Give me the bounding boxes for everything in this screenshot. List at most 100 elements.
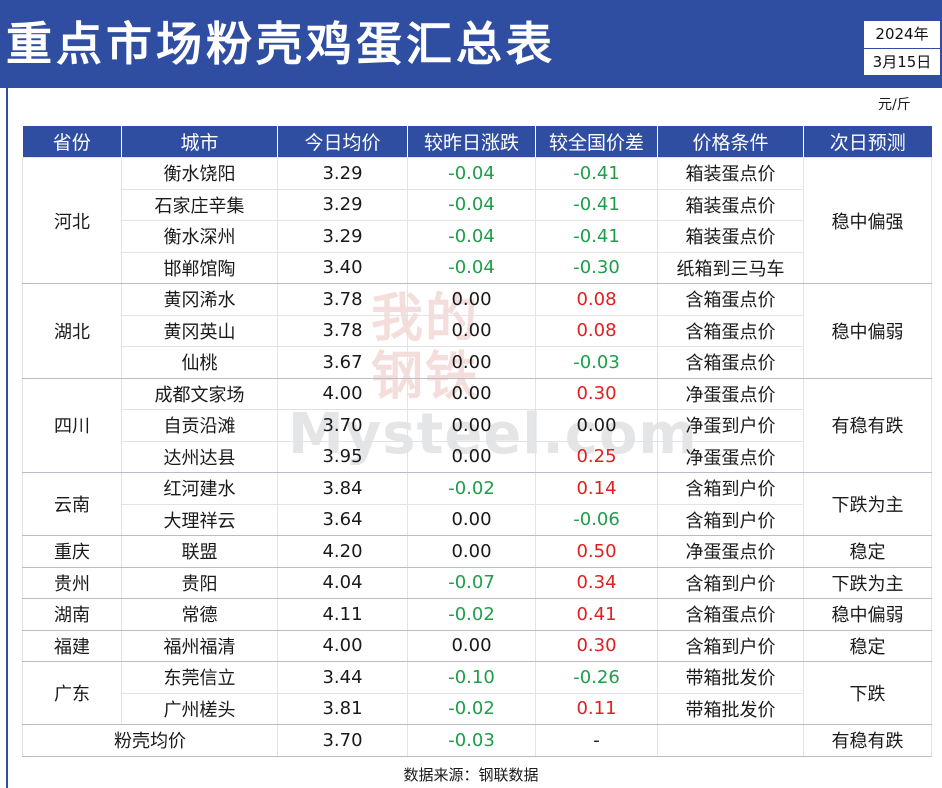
diff-cell: 0.11 — [535, 692, 658, 725]
forecast-cell: 下跌为主 — [803, 566, 932, 599]
city-cell: 达州达县 — [121, 440, 278, 473]
city-cell: 黄冈英山 — [121, 314, 278, 347]
average-label: 粉壳均价 — [22, 724, 278, 757]
title-banner: 重点市场粉壳鸡蛋汇总表 2024年 3月15日 — [0, 0, 942, 88]
date-year: 2024年 — [864, 21, 940, 49]
change-cell: 0.00 — [407, 346, 536, 379]
column-header-diff: 较全国价差 — [535, 126, 658, 158]
city-cell: 常德 — [121, 598, 278, 631]
province-cell: 福建 — [22, 629, 122, 662]
condition-cell: 含箱蛋点价 — [657, 346, 804, 379]
table-row: 石家庄辛集 3.29 -0.04 -0.41 箱装蛋点价 — [23, 188, 932, 221]
city-cell: 仙桃 — [121, 346, 278, 379]
table-row: 广东 东莞信立 3.44 -0.10 -0.26 带箱批发价 下跌 — [22, 661, 932, 725]
forecast-cell: 有稳有跌 — [803, 377, 932, 473]
diff-cell: 0.41 — [535, 598, 658, 631]
price-cell: 4.11 — [277, 598, 408, 631]
change-cell: 0.00 — [407, 377, 536, 410]
price-cell: 3.29 — [277, 220, 408, 253]
city-cell: 福州福清 — [121, 629, 278, 662]
unit-label: 元/斤 — [878, 97, 911, 113]
price-cell: 3.78 — [277, 283, 408, 316]
price-cell: 3.40 — [277, 251, 408, 284]
condition-cell: 纸箱到三马车 — [657, 251, 804, 284]
province-cell: 重庆 — [22, 535, 122, 568]
province-cell: 四川 — [22, 377, 122, 473]
table-row: 福建 福州福清 4.00 0.00 0.30 含箱到户价 稳定 — [22, 629, 932, 662]
change-cell: 0.00 — [407, 535, 536, 568]
change-cell: -0.02 — [407, 472, 536, 505]
province-cell: 湖南 — [22, 598, 122, 631]
price-cell: 4.00 — [277, 629, 408, 662]
price-cell: 3.95 — [277, 440, 408, 473]
condition-cell: 箱装蛋点价 — [657, 157, 804, 190]
price-cell: 3.44 — [277, 661, 408, 694]
diff-cell: -0.26 — [535, 661, 658, 694]
price-cell: 4.20 — [277, 535, 408, 568]
change-cell: -0.02 — [407, 692, 536, 725]
table-row: 四川 成都文家场 4.00 0.00 0.30 净蛋蛋点价 有稳有跌 — [22, 377, 932, 473]
city-cell: 联盟 — [121, 535, 278, 568]
change-cell: 0.00 — [407, 503, 536, 536]
city-cell: 黄冈浠水 — [121, 283, 278, 316]
condition-cell: 箱装蛋点价 — [657, 188, 804, 221]
condition-cell: 净蛋蛋点价 — [657, 377, 804, 410]
average-condition — [657, 724, 804, 757]
condition-cell: 净蛋蛋点价 — [657, 535, 804, 568]
change-cell: -0.10 — [407, 661, 536, 694]
table-header-row: 省份 城市 今日均价 较昨日涨跌 较全国价差 价格条件 次日预测 — [22, 126, 932, 158]
condition-cell: 带箱批发价 — [657, 661, 804, 694]
date-day: 3月15日 — [872, 53, 932, 71]
diff-cell: -0.03 — [535, 346, 658, 379]
column-header-condition: 价格条件 — [657, 126, 804, 158]
diff-cell: 0.25 — [535, 440, 658, 473]
price-cell: 3.29 — [277, 157, 408, 190]
table-row: 大理祥云 3.64 0.00 -0.06 含箱到户价 — [23, 503, 932, 536]
page-title: 重点市场粉壳鸡蛋汇总表 — [6, 17, 556, 71]
table-row: 云南 红河建水 3.84 -0.02 0.14 含箱到户价 下跌为主 — [22, 472, 932, 536]
change-cell: 0.00 — [407, 409, 536, 442]
table-row: 邯郸馆陶 3.40 -0.04 -0.30 纸箱到三马车 — [23, 251, 932, 284]
province-cell: 河北 — [22, 157, 122, 284]
column-header-forecast: 次日预测 — [803, 126, 932, 158]
condition-cell: 含箱到户价 — [657, 472, 804, 505]
forecast-cell: 稳中偏弱 — [803, 283, 932, 379]
forecast-cell: 稳定 — [803, 535, 932, 568]
table-row: 黄冈英山 3.78 0.00 0.08 含箱蛋点价 — [23, 314, 932, 347]
table-row: 重庆 联盟 4.20 0.00 0.50 净蛋蛋点价 稳定 — [22, 535, 932, 568]
city-cell: 衡水饶阳 — [121, 157, 278, 190]
change-cell: -0.04 — [407, 188, 536, 221]
table-row: 达州达县 3.95 0.00 0.25 净蛋蛋点价 — [23, 440, 932, 473]
diff-cell: 0.14 — [535, 472, 658, 505]
condition-cell: 净蛋到户价 — [657, 409, 804, 442]
province-cell: 湖北 — [22, 283, 122, 379]
average-forecast: 有稳有跌 — [803, 724, 932, 757]
column-header-province: 省份 — [22, 126, 122, 158]
forecast-cell: 稳定 — [803, 629, 932, 662]
city-cell: 红河建水 — [121, 472, 278, 505]
condition-cell: 净蛋蛋点价 — [657, 440, 804, 473]
condition-cell: 含箱到户价 — [657, 566, 804, 599]
city-cell: 邯郸馆陶 — [121, 251, 278, 284]
province-cell: 广东 — [22, 661, 122, 725]
change-cell: -0.04 — [407, 251, 536, 284]
city-cell: 石家庄辛集 — [121, 188, 278, 221]
forecast-cell: 下跌 — [803, 661, 932, 725]
diff-cell: 0.30 — [535, 629, 658, 662]
price-cell: 3.29 — [277, 188, 408, 221]
price-cell: 3.84 — [277, 472, 408, 505]
price-cell: 4.00 — [277, 377, 408, 410]
change-cell: -0.04 — [407, 157, 536, 190]
change-cell: -0.02 — [407, 598, 536, 631]
price-cell: 3.78 — [277, 314, 408, 347]
city-cell: 自贡沿滩 — [121, 409, 278, 442]
table-row: 贵州 贵阳 4.04 -0.07 0.34 含箱到户价 下跌为主 — [22, 566, 932, 599]
change-cell: -0.07 — [407, 566, 536, 599]
diff-cell: 0.50 — [535, 535, 658, 568]
column-header-change: 较昨日涨跌 — [407, 126, 536, 158]
diff-cell: 0.08 — [535, 283, 658, 316]
column-header-city: 城市 — [121, 126, 278, 158]
data-source: 数据来源：钢联数据 — [403, 766, 539, 784]
table-row: 自贡沿滩 3.70 0.00 0.00 净蛋到户价 — [23, 409, 932, 442]
price-table: 省份 城市 今日均价 较昨日涨跌 较全国价差 价格条件 次日预测 河北 衡水饶阳 3… — [22, 126, 932, 757]
